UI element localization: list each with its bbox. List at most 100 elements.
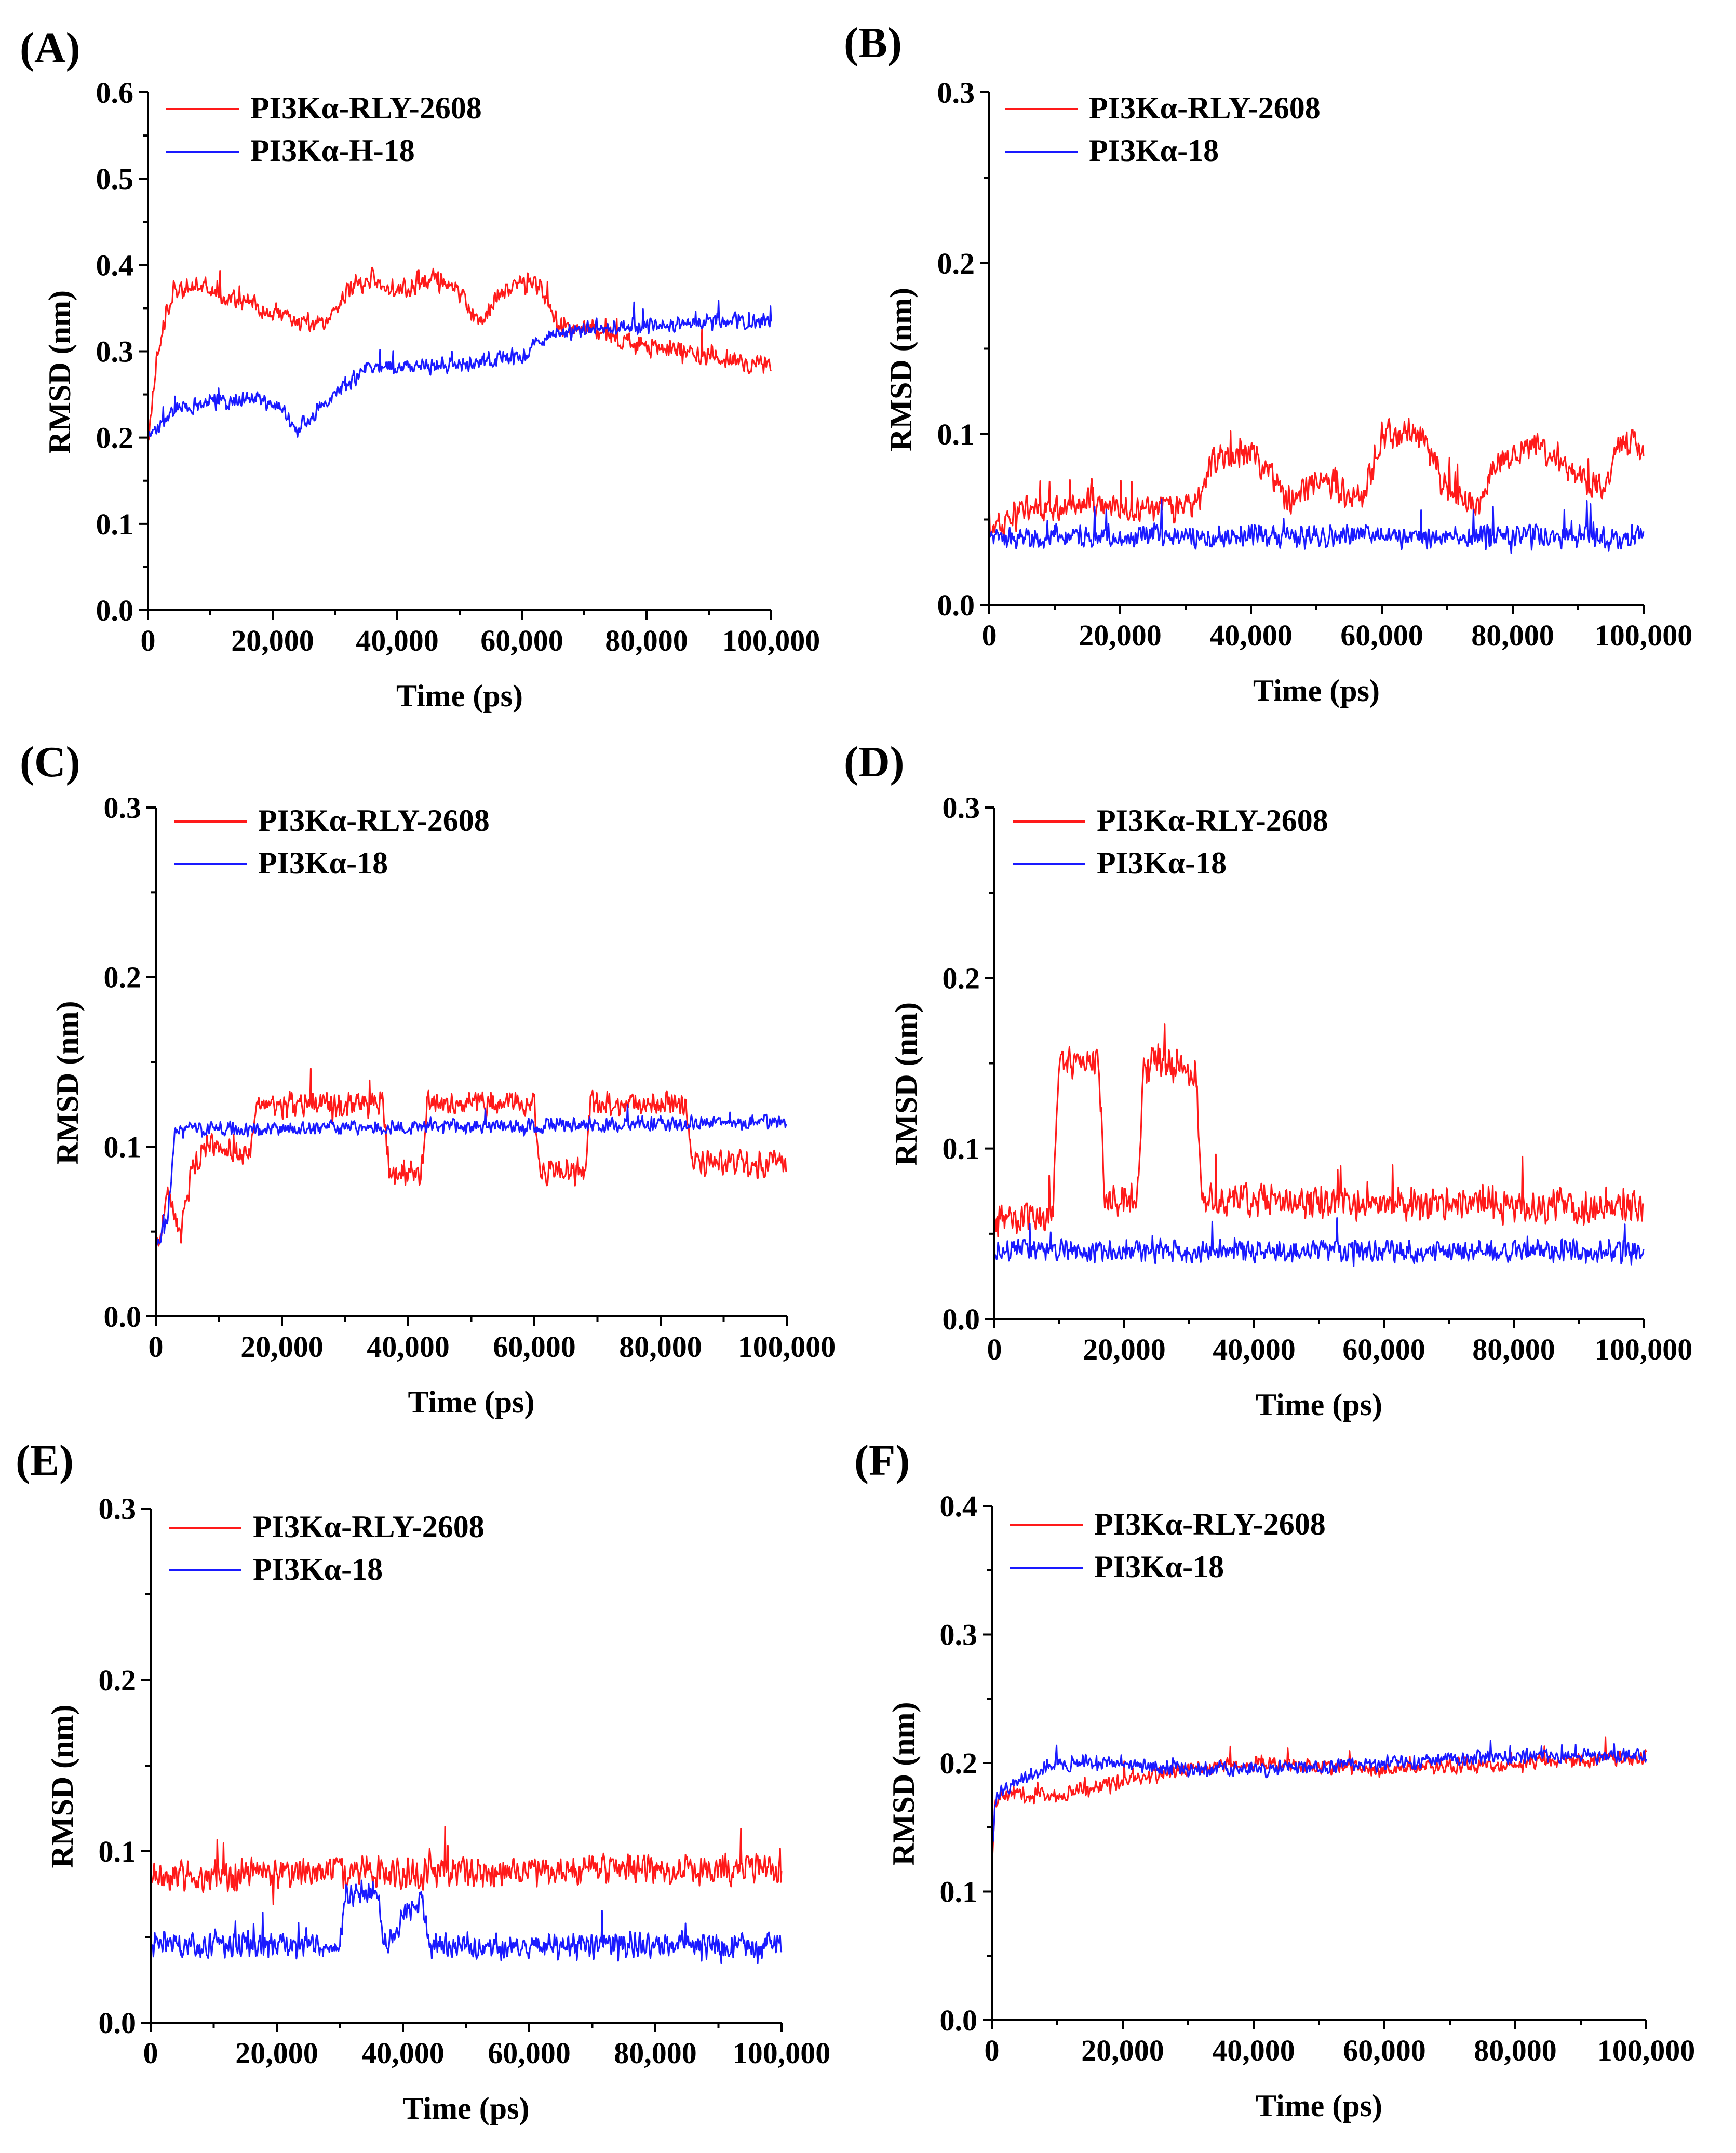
- chart-panel-f: (F) 0 20,000 40,000 60,000 80,000 100,000 0.0 0.…: [854, 1436, 1695, 2123]
- legend-label: PI3Kα-H-18: [250, 133, 415, 168]
- y-axis-title: RMSD (nm): [886, 1702, 921, 1866]
- legend-label: PI3Kα-RLY-2608: [1094, 1507, 1326, 1541]
- x-tick-label: 0: [985, 2034, 1000, 2067]
- x-tick-label: 60,000: [1340, 618, 1423, 652]
- y-tick-label: 0.4: [96, 248, 134, 282]
- x-tick-label: 60,000: [1343, 2034, 1426, 2067]
- chart-panel-b: (B) 0 20,000 40,000 60,000 80,000 100,000 0.0 0.…: [844, 19, 1692, 708]
- y-axis-title: RMSD (nm): [45, 1705, 79, 1868]
- y-tick-label: 0.3: [940, 1618, 978, 1652]
- x-tick-label: 20,000: [1079, 618, 1162, 652]
- legend-label: PI3Kα-18: [253, 1552, 383, 1586]
- x-tick-label: 80,000: [1474, 2034, 1557, 2067]
- y-tick-label: 0.1: [937, 418, 975, 451]
- y-tick-label: 0.2: [104, 961, 142, 994]
- series-line-blue: [991, 1740, 1647, 1863]
- y-tick-label: 0.5: [96, 162, 134, 196]
- x-tick-label: 40,000: [1212, 2034, 1295, 2067]
- legend-label: PI3Kα-RLY-2608: [1097, 803, 1328, 838]
- series-line-blue: [147, 300, 772, 438]
- legend-label: PI3Kα-18: [1097, 846, 1227, 880]
- y-tick-label: 0.4: [940, 1489, 978, 1523]
- x-tick-label: 100,000: [738, 1330, 836, 1364]
- series-line-red: [993, 1023, 1645, 1237]
- x-tick-label: 20,000: [1083, 1333, 1166, 1366]
- x-tick-label: 100,000: [1595, 618, 1693, 652]
- y-tick-label: 0.2: [940, 1746, 978, 1780]
- y-tick-label: 0.2: [943, 961, 980, 995]
- y-tick-label: 0.1: [943, 1132, 980, 1166]
- x-tick-label: 60,000: [1342, 1333, 1425, 1366]
- y-tick-label: 0.0: [96, 594, 134, 627]
- legend: PI3Kα-RLY-2608 PI3Kα-18: [169, 1510, 485, 1586]
- y-tick-label: 0.3: [943, 791, 980, 825]
- chart-panel-c: (C) 0 20,000 40,000 60,000 80,000 100,000 0.0 0.…: [20, 738, 836, 1419]
- x-tick-label: 60,000: [488, 2036, 571, 2070]
- y-tick-label: 0.1: [104, 1130, 142, 1164]
- legend-label: PI3Kα-RLY-2608: [250, 91, 482, 125]
- x-tick-label: 20,000: [240, 1330, 324, 1364]
- x-axis-title: Time (ps): [396, 679, 523, 713]
- series-line-red: [988, 418, 1645, 540]
- legend-label: PI3Kα-RLY-2608: [1089, 91, 1321, 125]
- y-tick-label: 0.2: [96, 421, 134, 455]
- y-tick-label: 0.0: [943, 1302, 980, 1336]
- chart-panel-d: (D) 0 20,000 40,000 60,000 80,000 100,000 0.0 0.…: [844, 738, 1692, 1422]
- x-tick-label: 0: [987, 1333, 1002, 1366]
- y-tick-label: 0.6: [96, 76, 134, 110]
- x-tick-label: 80,000: [614, 2036, 697, 2070]
- legend-label: PI3Kα-18: [258, 846, 388, 880]
- y-axis-title: RMSD (nm): [884, 288, 918, 451]
- x-tick-label: 0: [149, 1330, 164, 1364]
- legend-label: PI3Kα-RLY-2608: [253, 1510, 485, 1544]
- legend: PI3Kα-RLY-2608 PI3Kα-18: [1005, 91, 1321, 168]
- y-tick-label: 0.1: [99, 1835, 137, 1868]
- x-tick-label: 20,000: [231, 624, 314, 657]
- x-tick-label: 40,000: [1209, 618, 1293, 652]
- panel-label: (D): [844, 738, 905, 786]
- y-tick-label: 0.0: [937, 588, 975, 622]
- legend: PI3Kα-RLY-2608 PI3Kα-18: [174, 803, 490, 880]
- chart-panel-a: (A) 0 20,000 40,000 60,000 80,000 100,000 0.0 0.…: [20, 24, 820, 713]
- chart-panel-e: (E) 0 20,000 40,000 60,000 80,000 100,000 0.0 0.…: [16, 1436, 830, 2125]
- x-tick-label: 60,000: [480, 624, 563, 657]
- legend: PI3Kα-RLY-2608 PI3Kα-18: [1010, 1507, 1326, 1584]
- legend: PI3Kα-RLY-2608 PI3Kα-H-18: [166, 91, 482, 168]
- y-tick-label: 0.3: [96, 335, 134, 369]
- panel-label: (B): [844, 19, 902, 67]
- x-tick-label: 80,000: [619, 1330, 702, 1364]
- series-line-red: [150, 1826, 783, 1905]
- x-tick-label: 80,000: [605, 624, 688, 657]
- y-tick-label: 0.0: [940, 2003, 978, 2037]
- x-tick-label: 20,000: [235, 2036, 318, 2070]
- y-tick-label: 0.1: [940, 1875, 978, 1909]
- x-tick-label: 40,000: [367, 1330, 450, 1364]
- x-axis-title: Time (ps): [1256, 2089, 1382, 2123]
- x-tick-label: 0: [141, 624, 156, 657]
- x-tick-label: 100,000: [722, 624, 820, 657]
- series-line-red: [155, 1068, 787, 1247]
- y-tick-label: 0.1: [96, 507, 134, 541]
- legend-label: PI3Kα-18: [1094, 1550, 1224, 1584]
- y-tick-label: 0.3: [104, 791, 142, 825]
- x-axis-title: Time (ps): [1256, 1388, 1382, 1422]
- x-tick-label: 40,000: [1213, 1333, 1296, 1366]
- x-tick-label: 20,000: [1081, 2034, 1164, 2067]
- panel-label: (F): [854, 1436, 910, 1485]
- legend-label: PI3Kα-RLY-2608: [258, 803, 490, 838]
- y-axis-title: RMSD (nm): [43, 290, 77, 454]
- x-tick-label: 0: [143, 2036, 158, 2070]
- x-tick-label: 100,000: [1597, 2034, 1695, 2067]
- series-line-red: [991, 1736, 1647, 1869]
- y-tick-label: 0.3: [937, 76, 975, 110]
- y-tick-label: 0.0: [104, 1300, 142, 1334]
- series-line-blue: [155, 1104, 787, 1249]
- x-tick-label: 80,000: [1472, 1333, 1555, 1366]
- x-tick-label: 60,000: [493, 1330, 576, 1364]
- y-tick-label: 0.0: [99, 2006, 137, 2040]
- x-tick-label: 100,000: [1595, 1333, 1693, 1366]
- series-line-blue: [988, 498, 1645, 554]
- x-axis-title: Time (ps): [403, 2091, 530, 2125]
- x-axis-title: Time (ps): [1253, 674, 1380, 708]
